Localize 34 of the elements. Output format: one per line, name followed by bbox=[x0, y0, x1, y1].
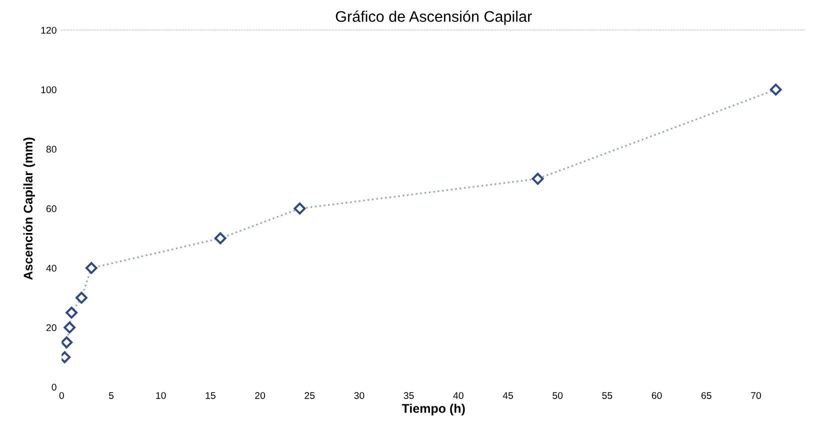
x-tick-label: 60 bbox=[652, 392, 662, 399]
chart-title: Gráfico de Ascensión Capilar bbox=[336, 10, 532, 25]
y-tick-label: 40 bbox=[46, 264, 56, 272]
point bbox=[62, 336, 73, 348]
x-tick-label: 35 bbox=[404, 392, 414, 399]
y-tick-label: 100 bbox=[41, 86, 56, 94]
point bbox=[64, 322, 76, 334]
x-tick-label: 30 bbox=[354, 392, 364, 399]
x-tick-label: 65 bbox=[701, 392, 712, 399]
point bbox=[76, 292, 88, 304]
y-axis-title: Ascención Capilar (mm) bbox=[23, 138, 36, 280]
x-tick-label: 25 bbox=[304, 392, 315, 399]
point bbox=[66, 306, 78, 319]
x-tick-label: 0 bbox=[59, 392, 64, 399]
y-tick-label: 80 bbox=[46, 146, 56, 153]
y-tick-label: 120 bbox=[41, 26, 56, 34]
x-axis-title: Tiempo (h) bbox=[402, 404, 465, 416]
x-tick-label: 45 bbox=[502, 392, 513, 399]
x-tick-label: 5 bbox=[108, 392, 114, 399]
x-tick-label: 15 bbox=[206, 392, 216, 399]
x-tick-label: 70 bbox=[751, 392, 761, 399]
y-tick-label: 0 bbox=[52, 384, 56, 391]
point bbox=[85, 262, 98, 274]
point bbox=[532, 172, 544, 185]
x-tick-label: 10 bbox=[156, 392, 166, 399]
point bbox=[294, 202, 306, 215]
x-tick-label: 20 bbox=[255, 392, 266, 399]
x-tick-label: 55 bbox=[602, 392, 612, 399]
x-tick-label: 40 bbox=[453, 392, 464, 399]
point bbox=[770, 84, 782, 96]
y-tick-label: 20 bbox=[46, 324, 56, 332]
y-tick-label: 60 bbox=[46, 205, 56, 212]
x-tick-label: 50 bbox=[552, 392, 563, 399]
point bbox=[214, 232, 226, 244]
